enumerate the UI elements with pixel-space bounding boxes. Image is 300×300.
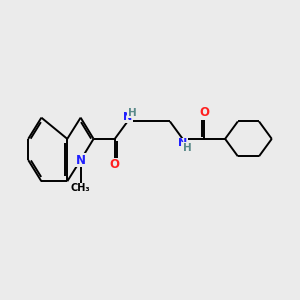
Text: N: N <box>178 138 187 148</box>
Text: H: H <box>128 108 136 118</box>
Text: N: N <box>76 154 85 166</box>
Text: N: N <box>123 112 132 122</box>
Text: H: H <box>183 143 192 153</box>
Text: O: O <box>199 106 209 119</box>
Text: O: O <box>110 158 120 172</box>
Text: CH₃: CH₃ <box>71 183 90 193</box>
